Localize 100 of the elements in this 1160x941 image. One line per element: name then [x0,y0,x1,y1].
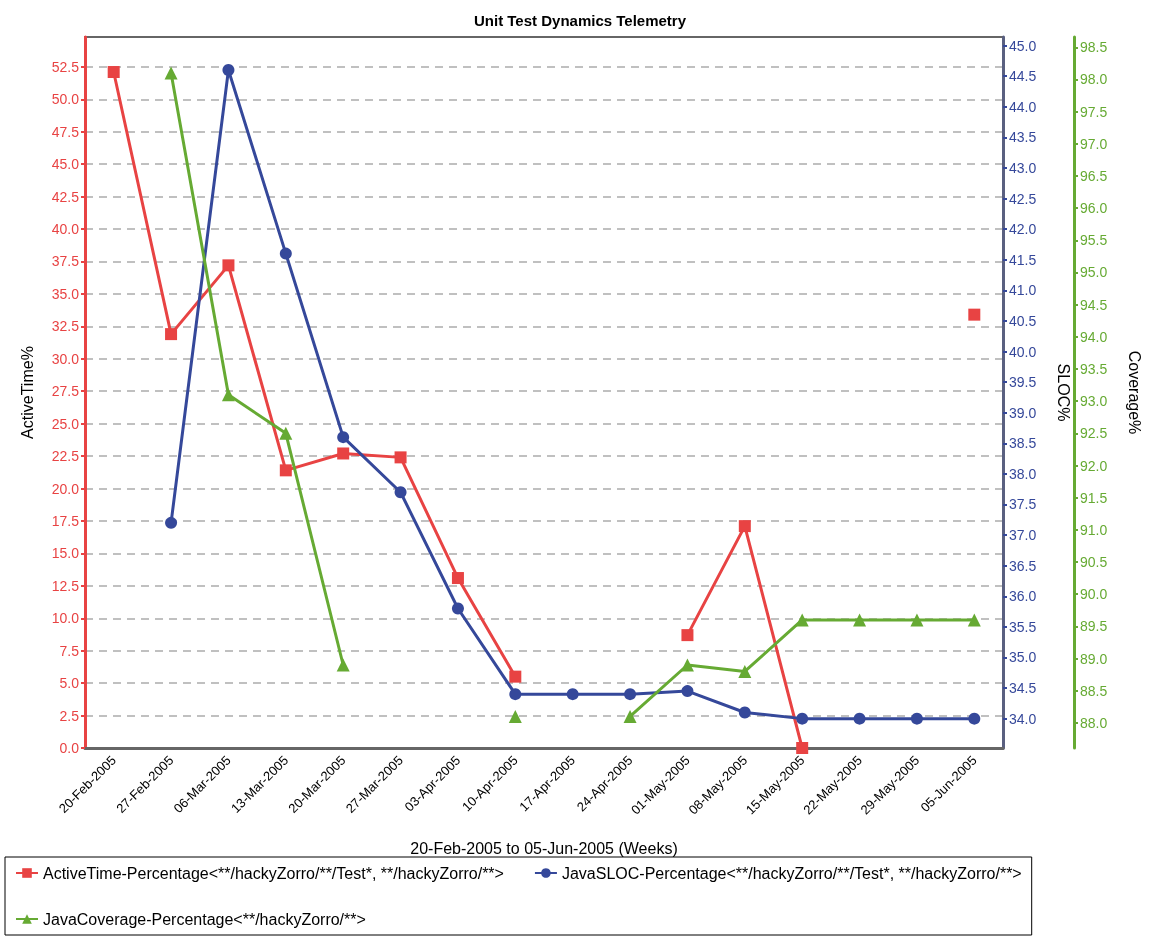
point [279,464,292,477]
y2-axis-title: SLOC% [1054,363,1072,422]
y-tick-label: 7.5 [59,642,80,659]
y-tick-label: 2.5 [59,707,80,724]
x-axis-title: 20-Feb-2005 to 05-Jun-2005 (Weeks) [410,839,678,857]
y3-tick-label: 88.5 [1080,682,1108,699]
y-tick-label: 22.5 [51,448,80,465]
y3-tick-label: 96.0 [1080,200,1108,217]
y-tick-label: 47.5 [51,123,80,140]
y3-tick-label: 91.0 [1080,521,1108,538]
point [796,712,809,725]
y3-tick-label: 92.0 [1080,457,1108,474]
point [451,572,464,585]
y2-tick-label: 38.0 [1009,465,1037,482]
point [738,664,752,678]
point [624,688,637,701]
y-tick-label: 5.0 [59,675,80,692]
point [681,629,694,642]
y2-tick-label: 34.5 [1009,680,1037,697]
point [164,66,178,80]
y-tick-label: 42.5 [51,188,80,205]
y3-tick-label: 93.0 [1080,393,1108,410]
point [853,613,867,627]
y2-tick-label: 42.5 [1009,190,1037,207]
point [509,670,522,683]
y2-tick-label: 40.5 [1009,312,1037,329]
y2-tick-label: 34.0 [1009,710,1037,727]
point [221,388,235,402]
y3-tick-label: 97.0 [1080,135,1108,152]
point [968,308,981,321]
y3-tick-label: 97.5 [1080,103,1108,120]
y3-tick-label: 95.0 [1080,264,1108,281]
point [681,685,694,698]
y2-tick-label: 37.5 [1009,496,1037,513]
point [910,613,924,627]
y-tick-label: 20.0 [51,480,80,497]
y-tick-label: 45.0 [51,156,80,173]
point [337,431,350,444]
y-tick-label: 17.5 [51,512,80,529]
y3-tick-label: 96.5 [1080,167,1108,184]
point [508,709,522,723]
y-tick-label: 50.0 [51,91,80,108]
y3-tick-label: 89.5 [1080,618,1108,635]
point [451,602,464,615]
point [222,64,235,77]
point [967,613,981,627]
y2-tick-label: 38.5 [1009,435,1037,452]
y-tick-label: 27.5 [51,383,80,400]
y-tick-label: 37.5 [51,253,80,270]
y3-tick-label: 92.5 [1080,425,1108,442]
point [165,328,178,341]
point [566,688,579,701]
point [165,516,178,529]
point [680,658,694,672]
point [738,520,751,533]
y3-tick-label: 94.0 [1080,328,1108,345]
legend-label: JavaCoverage-Percentage<**/hackyZorro/**> [43,910,366,928]
y3-tick-label: 95.5 [1080,232,1108,249]
y-tick-label: 35.0 [51,285,80,302]
y2-tick-label: 44.0 [1009,98,1037,115]
y-tick-label: 0.0 [59,740,80,756]
y3-tick-label: 93.5 [1080,361,1108,378]
point [107,66,120,79]
y3-tick-label: 89.0 [1080,650,1108,667]
y2-tick-label: 37.0 [1009,527,1037,544]
y3-tick-label: 90.0 [1080,586,1108,603]
y3-tick-label: 94.5 [1080,296,1108,313]
y2-tick-label: 43.5 [1009,129,1037,146]
y2-tick-label: 36.0 [1009,588,1037,605]
y-tick-label: 40.0 [51,221,80,238]
point [968,712,981,725]
point [796,742,809,754]
y-tick-label: 15.0 [51,545,80,562]
y3-tick-label: 88.0 [1080,714,1108,731]
y3-tick-label: 98.0 [1080,71,1108,88]
y2-tick-label: 40.0 [1009,343,1037,360]
y-tick-label: 12.5 [51,577,80,594]
y2-tick-label: 41.5 [1009,251,1037,268]
point [394,486,407,499]
y2-tick-label: 41.0 [1009,282,1037,299]
y3-tick-label: 90.5 [1080,554,1108,571]
point [222,259,235,272]
point [509,688,522,701]
y2-tick-label: 39.5 [1009,374,1037,391]
y2-tick-label: 45.0 [1009,37,1037,54]
y3-tick-label: 98.5 [1080,39,1108,56]
y2-tick-label: 35.5 [1009,618,1037,635]
legend-label: ActiveTime-Percentage<**/hackyZorro/**/Test*, **/hackyZorro/**> [43,864,504,882]
y-axis-title: ActiveTime% [18,346,36,439]
y-tick-label: 10.0 [51,610,80,627]
point [853,712,866,725]
point [795,613,809,627]
y2-tick-label: 36.5 [1009,557,1037,574]
y-tick-label: 52.5 [51,58,80,75]
y2-tick-label: 43.0 [1009,159,1037,176]
y2-tick-label: 44.5 [1009,68,1037,85]
y-tick-label: 25.0 [51,415,80,432]
y-tick-label: 30.0 [51,350,80,367]
y2-tick-label: 39.0 [1009,404,1037,421]
y2-tick-label: 42.0 [1009,221,1037,238]
